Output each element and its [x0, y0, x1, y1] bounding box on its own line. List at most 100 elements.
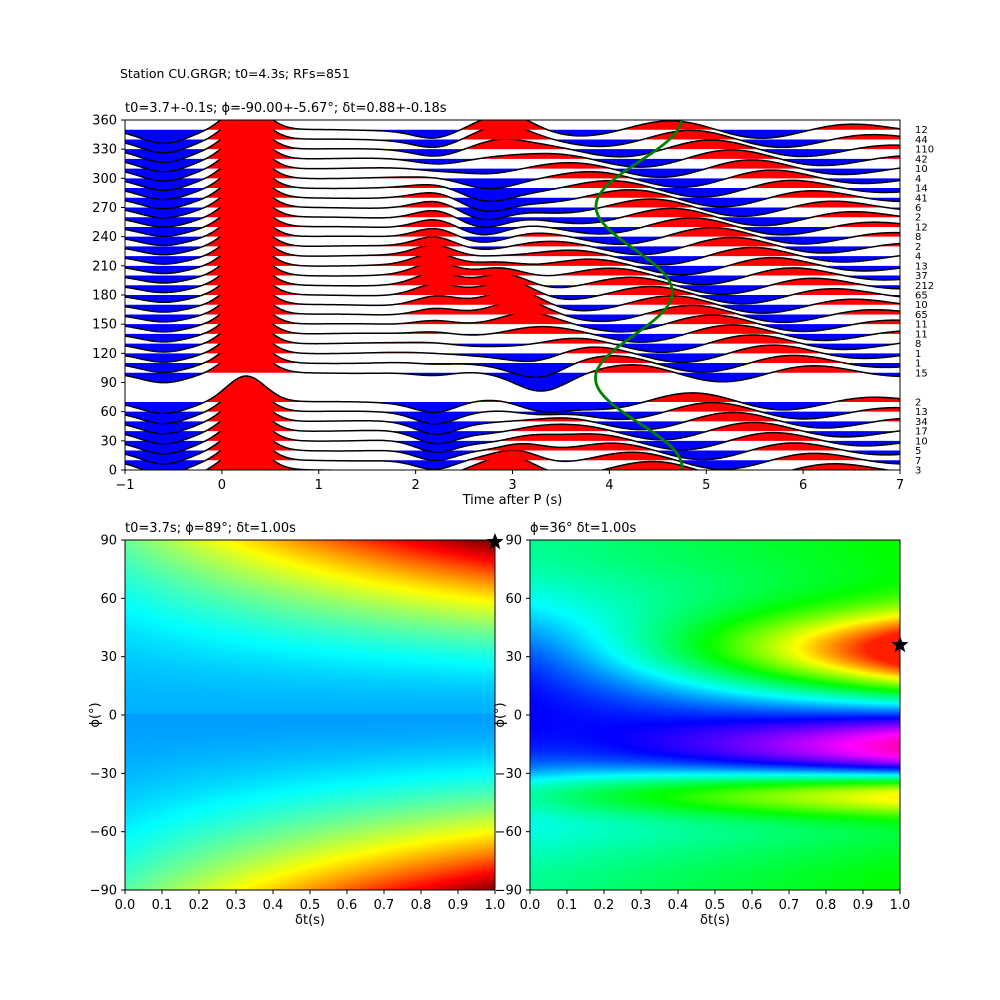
x-tick-label: 0.6: [742, 898, 763, 913]
bin-count-label: 13: [915, 407, 928, 418]
x-tick-label: −1: [115, 478, 134, 493]
x-tick-label: 6: [799, 478, 807, 493]
bin-count-label: 4: [915, 174, 921, 185]
trace-negative-fill: [125, 440, 900, 454]
y-tick-label: −60: [90, 825, 117, 840]
y-tick-label: 180: [92, 289, 117, 304]
trace-negative-fill: [125, 256, 900, 265]
x-tick-label: 0.5: [300, 898, 321, 913]
y-tick-label: 30: [100, 434, 117, 449]
bin-count-label: 5: [915, 446, 921, 457]
heatmap-y-axis-label: ϕ(°): [88, 702, 103, 727]
trace-negative-fill: [125, 178, 900, 191]
bin-count-label: 17: [915, 427, 928, 438]
trace-negative-fill: [125, 275, 900, 285]
trace-positive-fill: [125, 171, 900, 198]
bin-count-label: 34: [915, 417, 928, 428]
trace-negative-fill: [125, 324, 900, 332]
y-tick-label: 0: [109, 709, 117, 724]
bin-count-label: 13: [915, 261, 928, 272]
x-tick-label: 0.7: [374, 898, 395, 913]
trace-negative-fill: [125, 450, 900, 464]
x-tick-label: 0.1: [152, 898, 173, 913]
bin-count-label: 10: [915, 164, 928, 175]
bin-count-label: 110: [915, 145, 934, 156]
rf-traces: [125, 120, 900, 470]
y-tick-label: 30: [505, 650, 522, 665]
trace-positive-fill: [125, 424, 900, 451]
trace-negative-fill: [125, 197, 900, 212]
trace-positive-fill: [125, 346, 900, 373]
x-tick-label: 7: [896, 478, 904, 493]
rf-wiggle-chart: −1 0 1 2 3 4 5 6 7030609012015018021024027030033…: [92, 101, 934, 508]
x-tick-label: 0.1: [557, 898, 578, 913]
trace-baz-70: [125, 375, 900, 415]
y-tick-label: 60: [100, 405, 117, 420]
bin-count-label: 4: [915, 252, 921, 263]
x-tick-label: 0.9: [448, 898, 469, 913]
y-tick-label: 150: [92, 318, 117, 333]
trace-line: [125, 375, 900, 415]
x-tick-label: 0.8: [816, 898, 837, 913]
heatmap-title: ϕ=36° δt=1.00s: [530, 521, 637, 536]
trace-negative-fill: [125, 363, 900, 378]
x-tick-label: 5: [702, 478, 710, 493]
bin-count-label: 212: [915, 281, 934, 292]
trace-positive-fill: [125, 123, 900, 150]
bin-count-label: 1: [915, 359, 921, 370]
x-tick-label: 0.0: [115, 898, 136, 913]
bin-count-label: 65: [915, 291, 928, 302]
bin-count-label: 7: [915, 456, 921, 467]
heatmap-x-axis-label: δt(s): [295, 913, 325, 928]
bin-count-label: 65: [915, 310, 928, 321]
y-tick-label: 120: [92, 347, 117, 362]
y-tick-label: 0: [109, 464, 117, 479]
heatmap-title: t0=3.7s; ϕ=89°; δt=1.00s: [125, 521, 296, 536]
x-tick-label: 0.0: [520, 898, 541, 913]
bin-count-label: 14: [915, 184, 928, 195]
bin-count-label: 44: [915, 135, 928, 146]
figure-title: Station CU.GRGR; t0=4.3s; RFs=851: [120, 66, 350, 81]
bin-count-label: 37: [915, 271, 928, 282]
trace-negative-fill: [125, 353, 900, 363]
trace-positive-fill: [125, 385, 900, 412]
y-tick-label: 30: [100, 650, 117, 665]
trace-positive-fill: [125, 249, 900, 276]
rf-x-axis-label: Time after P (s): [462, 493, 563, 508]
trace-positive-fill: [125, 201, 900, 227]
trace-positive-fill: [125, 210, 900, 237]
heatmap-x-axis-label: δt(s): [700, 913, 730, 928]
trace-negative-fill: [125, 333, 900, 343]
bin-count-label: 11: [915, 329, 928, 340]
y-tick-label: 240: [92, 230, 117, 245]
trace-negative-fill: [125, 304, 900, 314]
x-tick-label: 0.4: [263, 898, 284, 913]
bin-count-label: 8: [915, 232, 921, 243]
model-curve: [594, 120, 684, 470]
x-tick-label: 0.6: [337, 898, 358, 913]
bin-count-label: 42: [915, 154, 928, 165]
x-tick-label: 0.3: [226, 898, 247, 913]
heatmap-left-image: [125, 540, 495, 890]
x-tick-label: 1.0: [485, 898, 506, 913]
trace-positive-fill: [125, 162, 900, 189]
bin-count-label: 2: [915, 397, 921, 408]
x-tick-label: 1: [315, 478, 323, 493]
y-tick-label: 360: [92, 114, 117, 129]
trace-positive-fill: [125, 298, 900, 325]
y-tick-label: 300: [92, 172, 117, 187]
trace-positive-fill: [125, 434, 900, 461]
trace-negative-fill: [125, 314, 900, 323]
bin-count-label: 41: [915, 193, 928, 204]
y-tick-label: 330: [92, 143, 117, 158]
trace-negative-fill: [125, 188, 900, 202]
x-tick-label: 0.8: [411, 898, 432, 913]
trace-negative-fill: [125, 285, 900, 295]
bin-count-label: 15: [915, 368, 928, 379]
trace-positive-fill: [125, 181, 900, 208]
y-tick-label: −60: [495, 825, 522, 840]
y-tick-label: 90: [505, 534, 522, 549]
x-tick-label: 0.5: [705, 898, 726, 913]
trace-positive-fill: [125, 337, 900, 364]
